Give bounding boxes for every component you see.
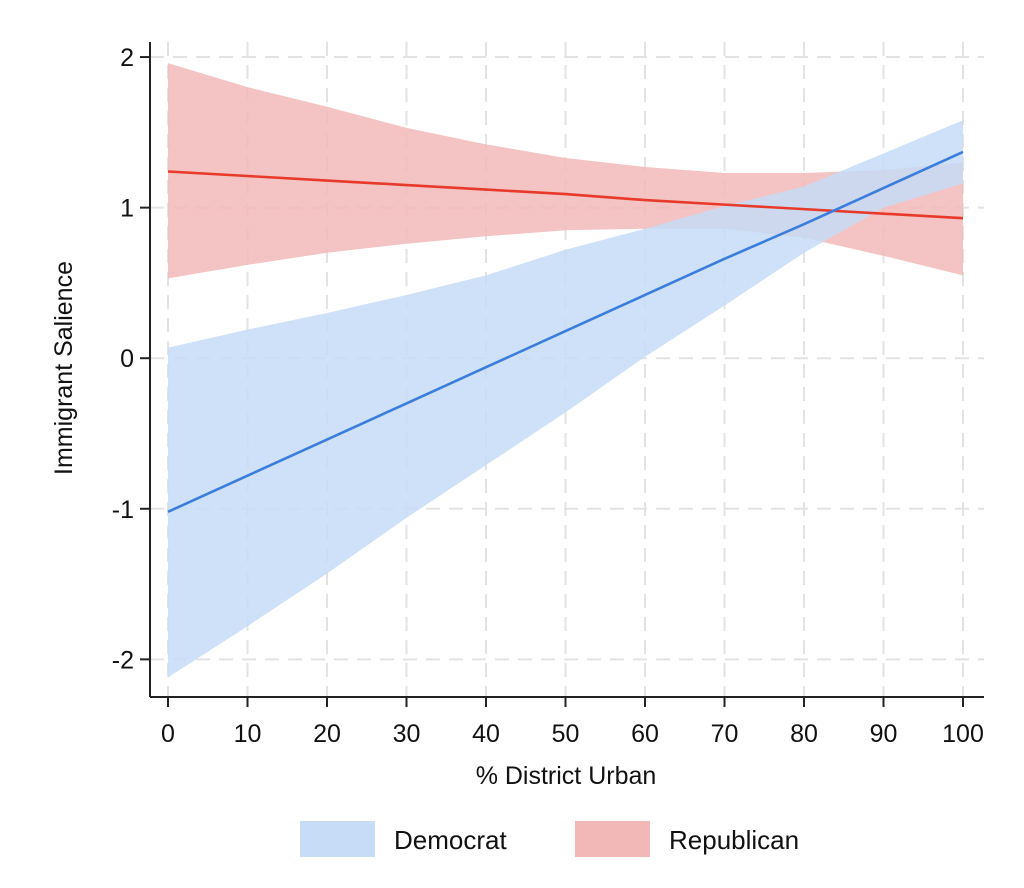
x-tick-label: 60: [631, 720, 659, 748]
x-tick-label: 10: [234, 720, 262, 748]
x-tick-label: 90: [870, 720, 898, 748]
y-tick-label: 0: [120, 345, 134, 373]
x-tick-label: 0: [161, 720, 175, 748]
democrat-confidence-band: [168, 120, 963, 678]
x-tick-label: 100: [942, 720, 984, 748]
republican-fit-line: [167, 170, 964, 220]
legend-label-democrat: Democrat: [394, 825, 507, 855]
ticks: 0 10 20 30 40 50 60 70 80 90 100 -2 -1 0 1 2: [112, 44, 984, 748]
x-tick-label: 50: [552, 720, 580, 748]
y-tick-label: 2: [120, 44, 134, 72]
x-tick-label: 20: [313, 720, 341, 748]
legend-label-republican: Republican: [669, 825, 799, 855]
democrat-fit-line: [167, 150, 964, 513]
confidence-bands: [168, 63, 963, 678]
y-tick-label: -2: [112, 646, 134, 674]
legend: Democrat Republican: [300, 821, 799, 857]
y-axis-title: Immigrant Salience: [50, 261, 78, 475]
x-tick-label: 70: [711, 720, 739, 748]
x-tick-label: 30: [393, 720, 421, 748]
x-axis-title: % District Urban: [476, 762, 657, 790]
legend-swatch-democrat: [300, 821, 375, 857]
x-tick-label: 80: [790, 720, 818, 748]
axes: [149, 42, 984, 698]
y-tick-label: -1: [112, 496, 134, 524]
legend-swatch-republican: [575, 821, 650, 857]
series-lines: [167, 150, 964, 513]
y-tick-label: 1: [120, 195, 134, 223]
x-tick-label: 40: [472, 720, 500, 748]
